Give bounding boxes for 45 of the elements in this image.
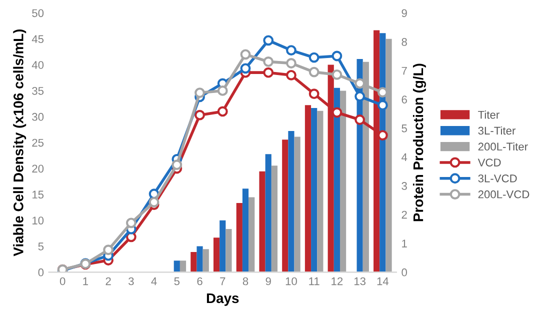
x-tick-label: 9 [266, 277, 271, 286]
legend-label: 200L-VCD [478, 190, 530, 198]
x-tick-label: 8 [242, 277, 248, 286]
legend-label: 200L-Titer [478, 142, 528, 151]
x-tick-label: 13 [354, 277, 366, 286]
legend-label: Titer [478, 110, 500, 119]
y-tick-label: 5 [38, 242, 44, 250]
y-tick-label: 15 [32, 190, 44, 199]
y2-axis-title: Protein Production (g/L) [412, 64, 426, 222]
x-tick-label: 11 [309, 277, 320, 286]
x-tick-label: 12 [332, 277, 343, 286]
y-tick-label: 20 [32, 164, 44, 173]
y-tick-label: 40 [32, 61, 44, 69]
x-tick-label: 14 [377, 277, 389, 286]
x-tick-label: 6 [197, 277, 202, 286]
y2-tick-label: 6 [402, 96, 407, 104]
x-tick-label: 0 [60, 277, 66, 286]
x-tick-label: 4 [151, 277, 157, 286]
y-tick-label: 0 [38, 268, 44, 276]
y2-tick-label: 3 [402, 182, 407, 190]
x-tick-label: 3 [128, 277, 134, 286]
x-tick-label: 10 [286, 277, 297, 286]
x-axis-title: Days [206, 293, 239, 306]
y-tick-label: 35 [32, 86, 44, 95]
x-tick-label: 5 [174, 277, 180, 286]
x-tick-label: 1 [83, 277, 88, 286]
y-tick-label: 50 [32, 9, 44, 18]
y-tick-label: 10 [32, 216, 44, 224]
y-tick-label: 45 [32, 35, 44, 44]
y2-tick-label: 4 [402, 153, 408, 161]
y2-tick-label: 1 [402, 240, 407, 248]
y-tick-label: 25 [32, 138, 44, 147]
x-tick-label: 2 [106, 277, 111, 286]
y2-tick-label: 7 [402, 66, 407, 75]
y-axis-title: Viable Cell Density (x106 cells/mL) [13, 30, 26, 256]
y2-tick-label: 5 [402, 124, 407, 132]
y2-tick-label: 2 [402, 210, 407, 219]
legend-label: VCD [478, 158, 501, 166]
legend-label: 3L-Titer [478, 126, 516, 135]
x-tick-label: 7 [220, 277, 226, 286]
y-tick-label: 30 [32, 112, 44, 121]
y2-tick-label: 0 [402, 268, 407, 276]
legend-label: 3L-VCD [478, 174, 517, 182]
y2-tick-label: 9 [402, 9, 407, 18]
y2-tick-label: 8 [402, 38, 407, 46]
